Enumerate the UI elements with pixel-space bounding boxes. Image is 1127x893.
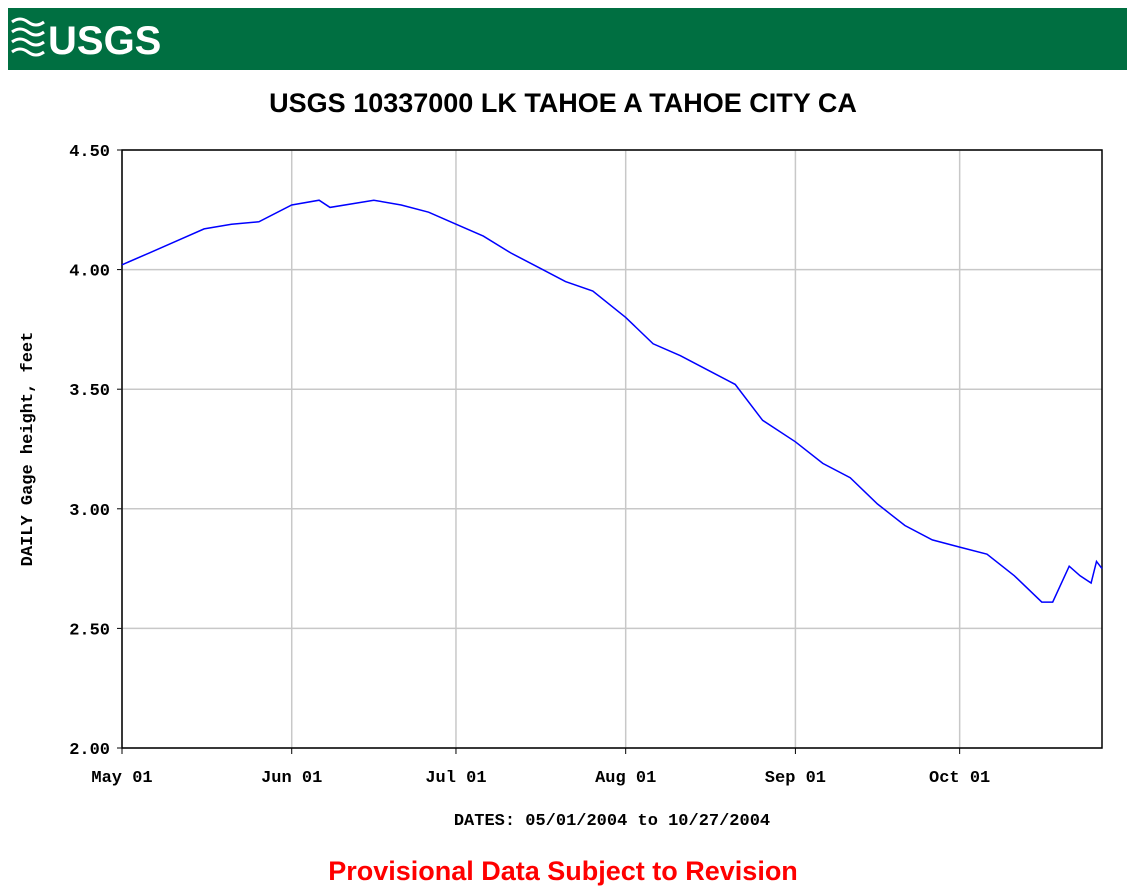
- x-tick-label: Aug 01: [595, 769, 656, 788]
- logo-mark: [11, 17, 45, 57]
- y-tick-label: 3.00: [69, 502, 110, 521]
- y-axis-label: DAILY Gage height, feet: [19, 332, 38, 567]
- y-tick-label: 3.50: [69, 382, 110, 401]
- x-tick-label: Jun 01: [261, 769, 322, 788]
- x-tick-label: May 01: [91, 769, 152, 788]
- y-tick-label: 2.50: [69, 621, 110, 640]
- x-tick-label: Sep 01: [765, 769, 826, 788]
- x-axis-label: DATES: 05/01/2004 to 10/27/2004: [454, 812, 770, 831]
- x-tick-label: Oct 01: [929, 769, 990, 788]
- plot-area: 2.00 2.50 3.00 3.50 4.00 4.50 May 01 Jun 01 Jul …: [69, 143, 1103, 788]
- x-tick-label: Jul 01: [425, 769, 486, 788]
- data-line: [121, 199, 1103, 603]
- y-tick-label: 2.00: [69, 741, 110, 760]
- plot-background: [122, 150, 1102, 748]
- header-bar: [8, 8, 1127, 70]
- chart-title: USGS 10337000 LK TAHOE A TAHOE CITY CA: [269, 88, 857, 118]
- note: Provisional Data Subject to Revision: [328, 856, 798, 886]
- y-tick-label: 4.00: [69, 263, 110, 282]
- plot-frame: [121, 149, 1103, 749]
- logo-text: USGS: [48, 19, 161, 63]
- y-tick-label: 4.50: [69, 143, 110, 162]
